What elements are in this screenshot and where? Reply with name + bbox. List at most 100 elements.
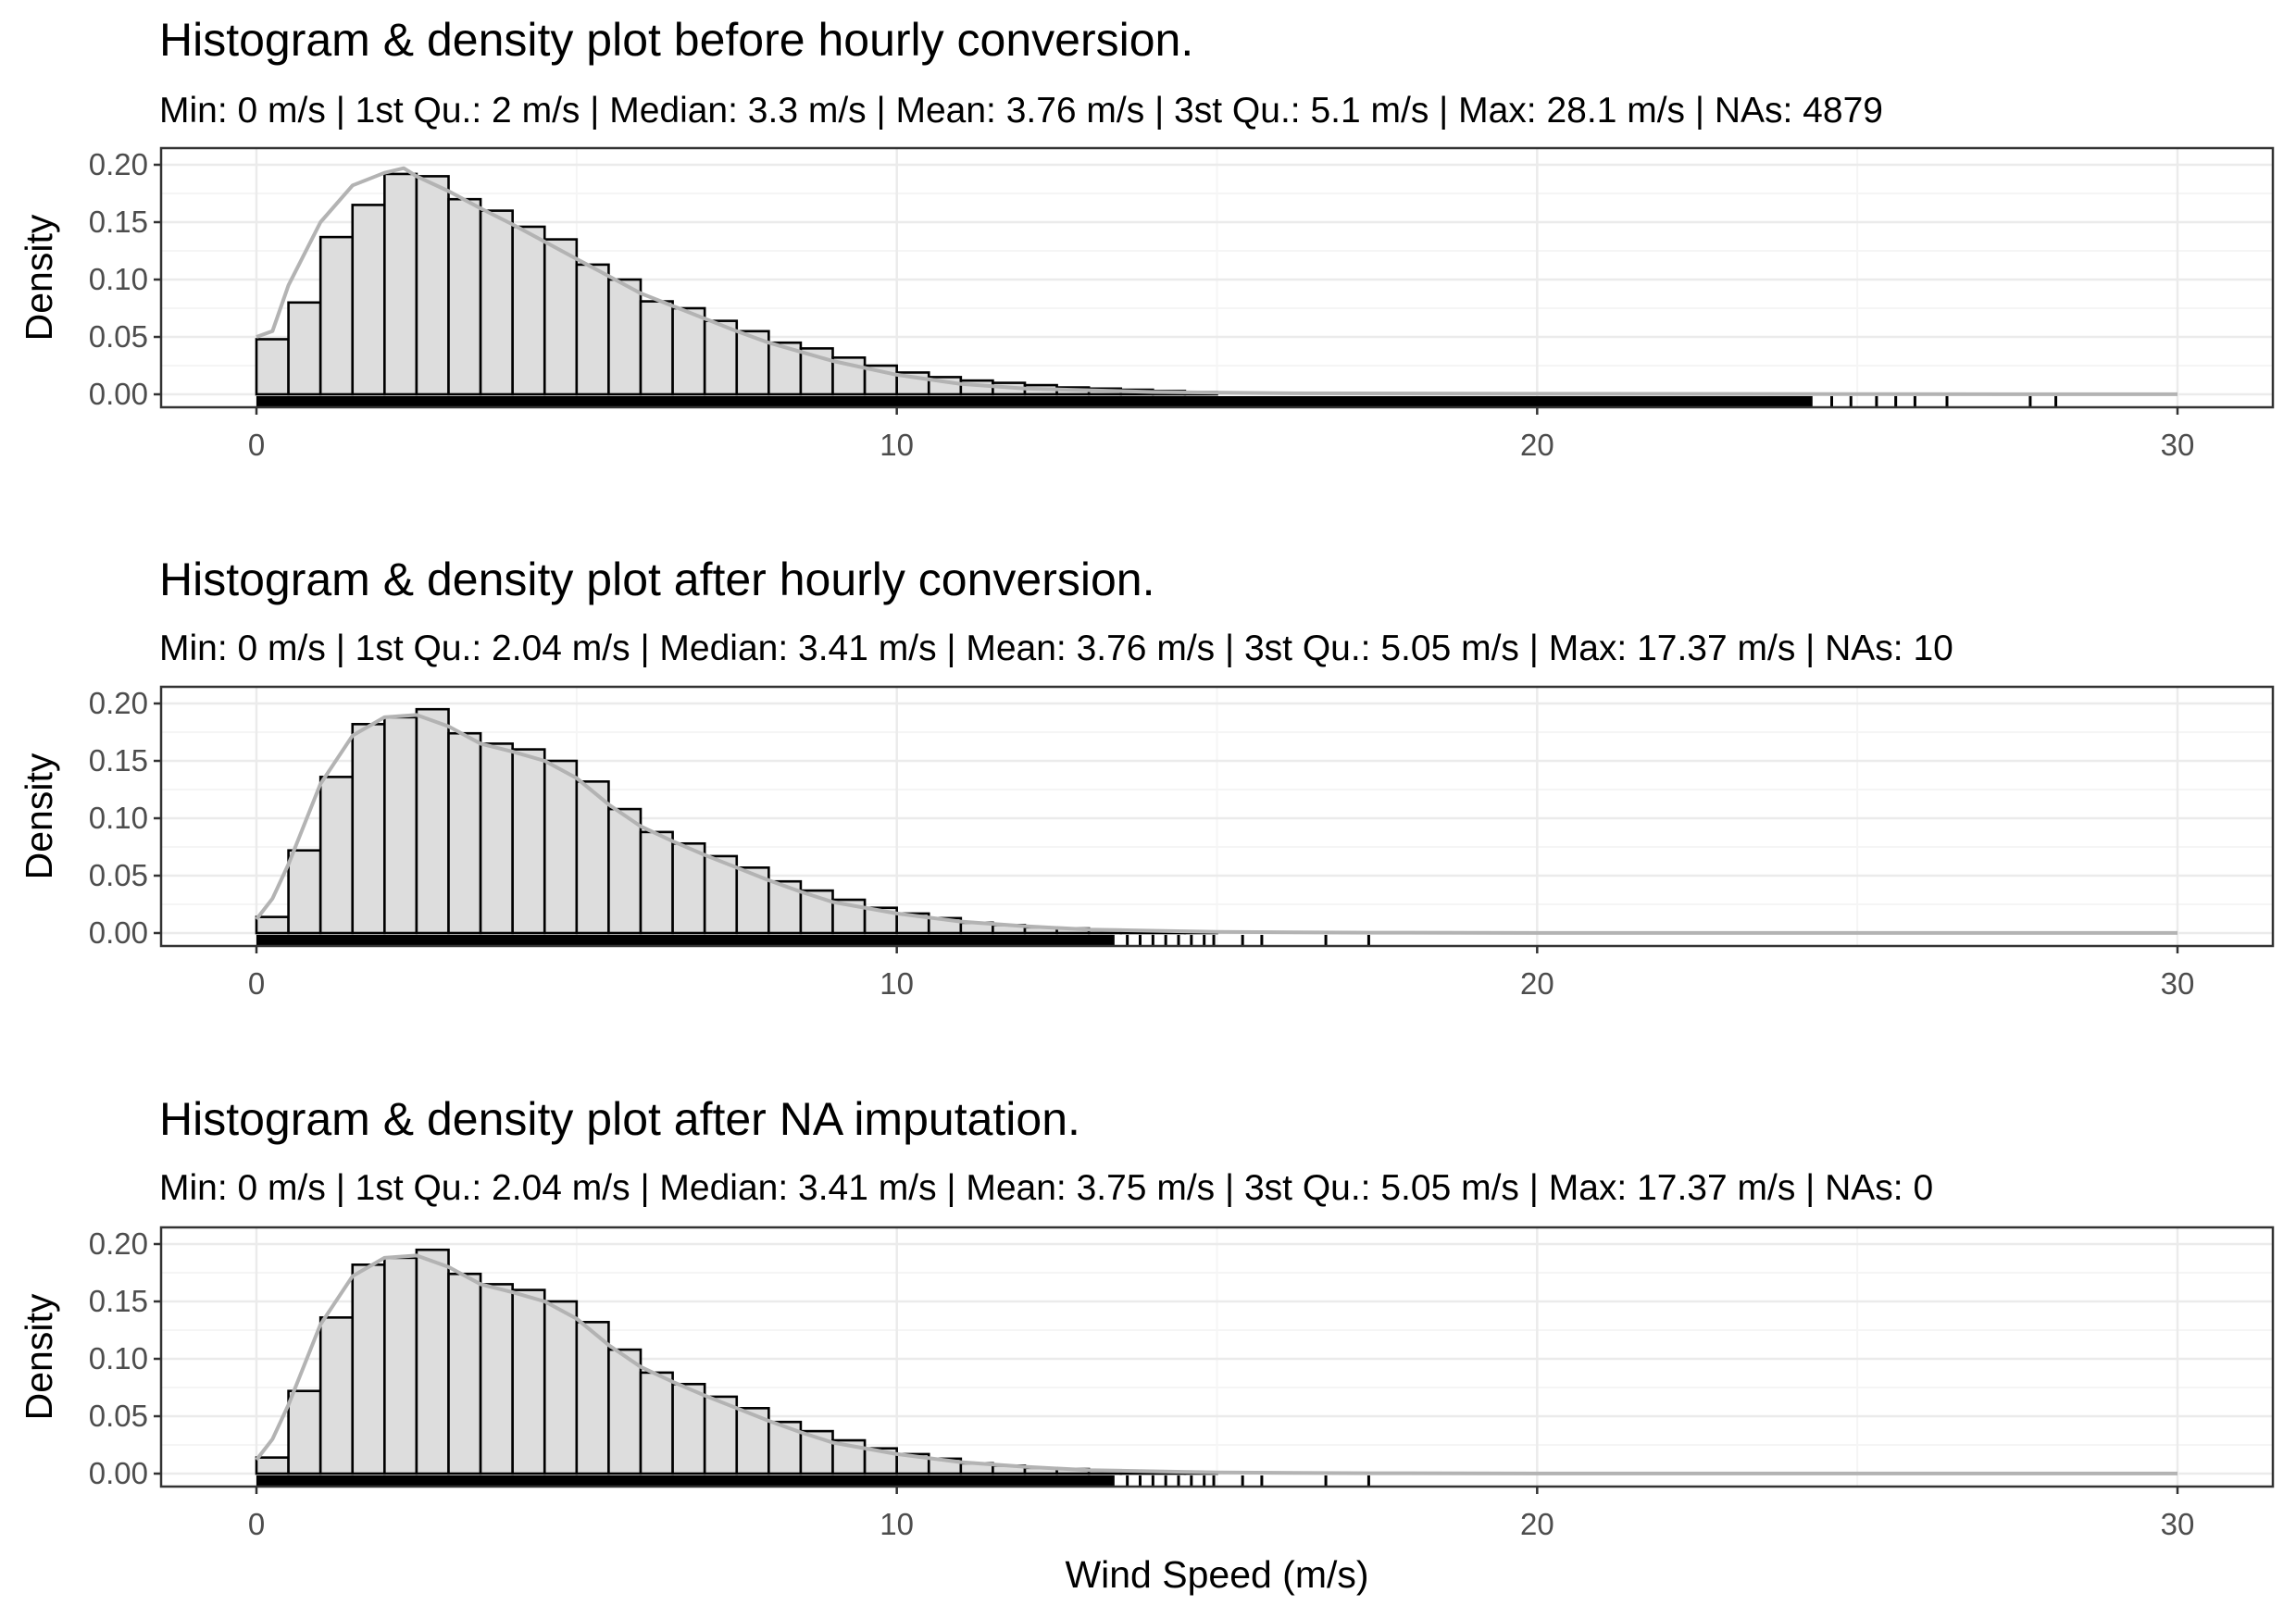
histogram-bar [479, 209, 514, 396]
histogram-bar [639, 1371, 674, 1475]
x-tick-label: 20 [1520, 1507, 1554, 1541]
histogram-bar [799, 1429, 834, 1475]
x-tick-label: 20 [1520, 428, 1554, 462]
chart-panel-1: Histogram & density plot before hourly c… [18, 14, 2275, 462]
density-curve [256, 166, 2178, 396]
rug-dense-band [256, 396, 1813, 407]
histogram-bar [671, 841, 706, 935]
chart-title: Histogram & density plot after NA imputa… [159, 1093, 1080, 1145]
histogram-bar [287, 301, 322, 396]
x-tick-label: 0 [248, 1507, 265, 1541]
histogram-bar [318, 776, 355, 935]
y-tick-label: 0.15 [89, 743, 148, 778]
histogram-bar [383, 716, 418, 935]
x-tick-label: 10 [880, 966, 914, 1001]
histogram-bar [479, 742, 514, 935]
histogram-bar [607, 1348, 643, 1475]
x-tick-label: 30 [2161, 966, 2195, 1001]
chart-subtitle: Min: 0 m/s | 1st Qu.: 2.04 m/s | Median:… [159, 629, 1953, 668]
y-tick-label: 0.00 [89, 1456, 148, 1490]
y-tick-label: 0.15 [89, 205, 148, 239]
histogram-bar [255, 915, 290, 935]
y-axis: 0.00 0.05 0.10 0.15 0.20 [89, 686, 161, 950]
histogram-bar [351, 723, 386, 935]
rug-marks [256, 1475, 1370, 1487]
rug-marks [256, 396, 2058, 407]
rug-dense-band [256, 1475, 1115, 1487]
y-tick-label: 0.20 [89, 1226, 148, 1261]
rug-dense-band [256, 935, 1115, 946]
y-tick-label: 0.00 [89, 377, 148, 411]
histogram-bar [415, 175, 450, 396]
x-tick-label: 10 [880, 1507, 914, 1541]
x-tick-label: 0 [248, 966, 265, 1001]
histogram-bar [287, 1389, 322, 1475]
histogram-bar [415, 707, 450, 935]
x-axis: 0 10 20 30 [248, 407, 2195, 462]
x-tick-label: 30 [2161, 1507, 2195, 1541]
x-axis: 0 10 20 30 [248, 946, 2195, 1001]
histogram-bar [671, 306, 706, 396]
x-tick-label: 10 [880, 428, 914, 462]
y-tick-label: 0.20 [89, 686, 148, 720]
histogram-bar [543, 759, 579, 935]
x-axis-label: Wind Speed (m/s) [1065, 1553, 1368, 1596]
histogram-bar [447, 731, 482, 935]
x-tick-label: 0 [248, 428, 265, 462]
histogram-bar [351, 1263, 386, 1475]
histogram-bar [511, 748, 546, 935]
y-tick-label: 0.10 [89, 1341, 148, 1375]
chart-panel-2: Histogram & density plot after hourly co… [18, 554, 2275, 1001]
density-curve [255, 713, 2177, 935]
rug-marks [256, 935, 1370, 946]
histogram-bar [639, 300, 674, 396]
histogram-bar [639, 830, 674, 935]
x-tick-label: 30 [2161, 428, 2195, 462]
panel-border [159, 685, 2275, 948]
y-tick-label: 0.10 [89, 801, 148, 835]
chart-title: Histogram & density plot before hourly c… [159, 14, 1193, 66]
y-tick-label: 0.05 [89, 319, 148, 354]
histogram-bar [671, 1382, 706, 1475]
y-axis: 0.00 0.05 0.10 0.15 0.20 [89, 147, 161, 411]
histogram-bar [255, 1456, 290, 1475]
y-tick-label: 0.10 [89, 262, 148, 296]
x-tick-label: 20 [1520, 966, 1554, 1001]
panel-border [159, 1226, 2275, 1488]
chart-panel-3: Histogram & density plot after NA imputa… [18, 1093, 2275, 1596]
histogram-bars [255, 707, 1218, 935]
histogram-bar [511, 225, 546, 396]
histogram-bar [447, 1272, 482, 1475]
histogram-bar [415, 1248, 450, 1475]
histogram-bar [543, 1300, 579, 1475]
chart-subtitle: Min: 0 m/s | 1st Qu.: 2.04 m/s | Median:… [159, 1168, 1933, 1208]
histogram-bar [607, 807, 643, 935]
histogram-bar [447, 197, 482, 396]
y-axis-label: Density [18, 753, 60, 879]
y-axis: 0.00 0.05 0.10 0.15 0.20 [89, 1226, 161, 1490]
histogram-bar [255, 338, 290, 396]
y-tick-label: 0.05 [89, 1399, 148, 1433]
y-tick-label: 0.05 [89, 858, 148, 892]
histogram-bar [318, 1316, 355, 1475]
histogram-bar [318, 235, 355, 396]
chart-subtitle: Min: 0 m/s | 1st Qu.: 2 m/s | Median: 3.… [159, 91, 1883, 131]
histogram-bar [383, 1256, 418, 1475]
histogram-bar [543, 238, 579, 396]
panel-border [159, 146, 2275, 409]
histogram-bar [703, 319, 739, 396]
histogram-bar [383, 172, 418, 396]
histogram-bar [703, 1395, 739, 1475]
histogram-bar [575, 263, 610, 396]
y-tick-label: 0.00 [89, 915, 148, 950]
histogram-bar [287, 849, 322, 935]
histogram-bar [511, 1288, 546, 1475]
density-curve [255, 1253, 2177, 1475]
y-tick-label: 0.15 [89, 1284, 148, 1318]
chart-title: Histogram & density plot after hourly co… [159, 554, 1155, 605]
histogram-bar [575, 1321, 610, 1475]
histogram-bar [575, 780, 610, 935]
histogram-bar [479, 1283, 514, 1475]
histogram-bar [607, 278, 643, 396]
